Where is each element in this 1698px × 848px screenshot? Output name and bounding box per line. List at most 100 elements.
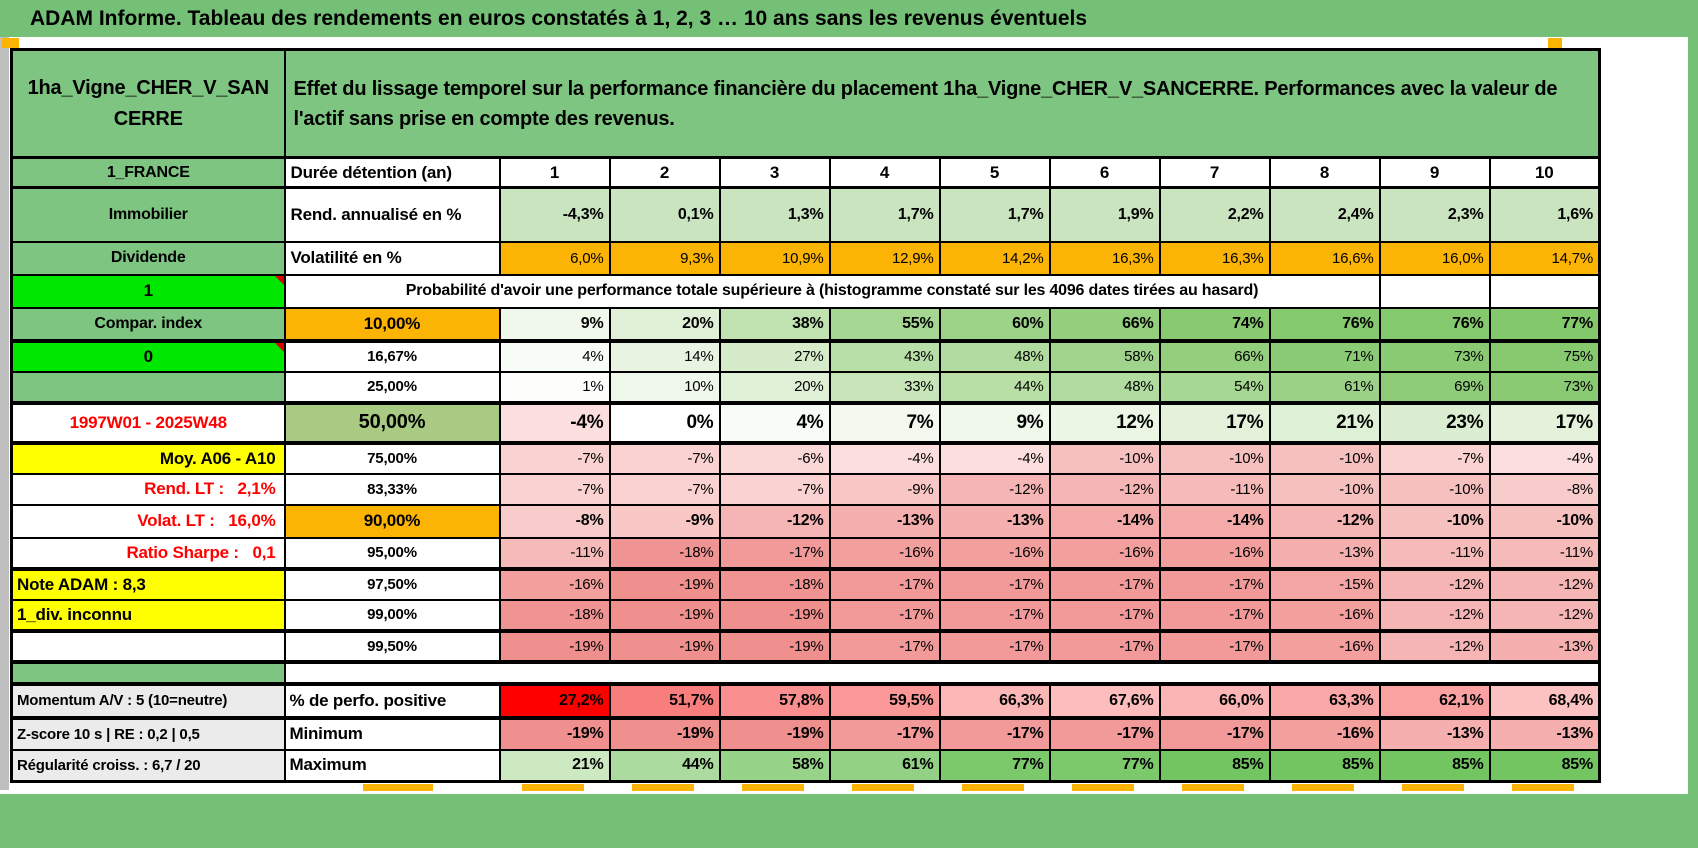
volatility-cell[interactable]: 16,0% — [1378, 240, 1491, 276]
empty-cell[interactable] — [1378, 273, 1491, 309]
probability-cell[interactable]: 43% — [828, 339, 941, 373]
probability-cell[interactable]: -16% — [1268, 598, 1381, 633]
maximum-cell[interactable]: 77% — [1048, 748, 1161, 783]
probability-cell[interactable]: -19% — [718, 629, 831, 664]
volatility-cell[interactable]: 16,3% — [1048, 240, 1161, 276]
probability-cell[interactable]: -12% — [1378, 629, 1491, 664]
flag-zero-cell[interactable]: 0 — [10, 339, 286, 373]
probability-cell[interactable]: -17% — [938, 598, 1051, 633]
compar-index-cell[interactable]: Compar. index — [10, 306, 286, 343]
annualized-return-cell[interactable]: 1,9% — [1048, 186, 1161, 243]
annualized-return-cell[interactable]: 2,3% — [1378, 186, 1491, 243]
zscore-cell[interactable]: Z-score 10 s | RE : 0,2 | 0,5 — [10, 716, 286, 751]
maximum-cell[interactable]: 85% — [1488, 748, 1601, 783]
positive-perf-cell[interactable]: 51,7% — [608, 681, 721, 720]
probability-cell[interactable]: -12% — [1488, 598, 1601, 633]
probability-cell[interactable]: -6% — [718, 441, 831, 475]
probability-cell[interactable]: -12% — [1488, 567, 1601, 601]
probability-cell[interactable]: 77% — [1488, 306, 1601, 343]
positive-perf-label-cell[interactable]: % de perfo. positive — [283, 681, 501, 720]
empty-white-cell[interactable] — [10, 629, 286, 664]
minimum-label-cell[interactable]: Minimum — [283, 716, 501, 751]
positive-perf-cell[interactable]: 66,0% — [1158, 681, 1271, 720]
probability-cell[interactable]: -11% — [1378, 536, 1491, 571]
volatility-cell[interactable]: 6,0% — [498, 240, 611, 276]
percentile-99-cell[interactable]: 99,00% — [283, 598, 501, 633]
positive-perf-cell[interactable]: 68,4% — [1488, 681, 1601, 720]
probability-cell[interactable]: -8% — [1488, 472, 1601, 506]
probability-cell[interactable]: -17% — [1048, 598, 1161, 633]
div-inconnu-cell[interactable]: 1_div. inconnu — [10, 598, 286, 633]
minimum-cell[interactable]: -13% — [1488, 716, 1601, 751]
duration-col-header-cell[interactable]: 8 — [1268, 156, 1381, 189]
volat-lt-cell[interactable]: Volat. LT : 16,0% — [10, 503, 286, 539]
probability-cell[interactable]: 23% — [1378, 401, 1491, 445]
probability-cell[interactable]: -10% — [1378, 472, 1491, 506]
probability-cell[interactable]: 9% — [938, 401, 1051, 445]
probability-cell[interactable]: -15% — [1268, 567, 1381, 601]
duration-label-cell[interactable]: Durée détention (an) — [283, 156, 501, 189]
probability-cell[interactable]: -16% — [828, 536, 941, 571]
probability-cell[interactable]: -17% — [1048, 567, 1161, 601]
probability-cell[interactable]: 1% — [498, 370, 611, 405]
maximum-cell[interactable]: 85% — [1268, 748, 1381, 783]
probability-cell[interactable]: -16% — [498, 567, 611, 601]
probability-cell[interactable]: -16% — [938, 536, 1051, 571]
annualized-return-cell[interactable]: 0,1% — [608, 186, 721, 243]
probability-cell[interactable]: -17% — [1158, 567, 1271, 601]
probability-cell[interactable]: -16% — [1048, 536, 1161, 571]
duration-col-header-cell[interactable]: 2 — [608, 156, 721, 189]
minimum-cell[interactable]: -19% — [718, 716, 831, 751]
probability-cell[interactable]: -13% — [1488, 629, 1601, 664]
probability-cell[interactable]: -7% — [608, 441, 721, 475]
probability-cell[interactable]: 17% — [1488, 401, 1601, 445]
minimum-cell[interactable]: -13% — [1378, 716, 1491, 751]
probability-cell[interactable]: -16% — [1158, 536, 1271, 571]
duration-col-header-cell[interactable]: 1 — [498, 156, 611, 189]
volatility-cell[interactable]: 10,9% — [718, 240, 831, 276]
probability-cell[interactable]: 20% — [718, 370, 831, 405]
duration-col-header-cell[interactable]: 10 — [1488, 156, 1601, 189]
minimum-cell[interactable]: -17% — [1158, 716, 1271, 751]
green-spacer-cell[interactable] — [10, 660, 286, 685]
duration-col-header-cell[interactable]: 3 — [718, 156, 831, 189]
probability-cell[interactable]: -19% — [608, 598, 721, 633]
annualized-return-cell[interactable]: 1,6% — [1488, 186, 1601, 243]
probability-cell[interactable]: 9% — [498, 306, 611, 343]
probability-cell[interactable]: -17% — [938, 629, 1051, 664]
moy-a06-a10-cell[interactable]: Moy. A06 - A10 — [10, 441, 286, 475]
probability-cell[interactable]: 71% — [1268, 339, 1381, 373]
probability-cell[interactable]: 12% — [1048, 401, 1161, 445]
probability-cell[interactable]: 10% — [608, 370, 721, 405]
probability-cell[interactable]: -8% — [498, 503, 611, 539]
positive-perf-cell[interactable]: 27,2% — [498, 681, 611, 720]
probability-cell[interactable]: -10% — [1268, 441, 1381, 475]
probability-cell[interactable]: 7% — [828, 401, 941, 445]
probability-cell[interactable]: 66% — [1158, 339, 1271, 373]
volatility-cell[interactable]: 14,2% — [938, 240, 1051, 276]
duration-col-header-cell[interactable]: 7 — [1158, 156, 1271, 189]
probability-cell[interactable]: -11% — [498, 536, 611, 571]
volatility-cell[interactable]: 14,7% — [1488, 240, 1601, 276]
probability-cell[interactable]: -12% — [1268, 503, 1381, 539]
probability-cell[interactable]: -7% — [718, 472, 831, 506]
positive-perf-cell[interactable]: 67,6% — [1048, 681, 1161, 720]
probability-cell[interactable]: -13% — [938, 503, 1051, 539]
probability-cell[interactable]: 58% — [1048, 339, 1161, 373]
probability-cell[interactable]: 14% — [608, 339, 721, 373]
maximum-cell[interactable]: 58% — [718, 748, 831, 783]
probability-cell[interactable]: 69% — [1378, 370, 1491, 405]
probability-cell[interactable]: -13% — [828, 503, 941, 539]
asset-name-cell[interactable]: 1ha_Vigne_CHER_V_SANCERRE — [10, 48, 286, 159]
probability-cell[interactable]: -18% — [718, 567, 831, 601]
probability-cell[interactable]: -17% — [828, 567, 941, 601]
percentile-16-cell[interactable]: 16,67% — [283, 339, 501, 373]
percentile-75-cell[interactable]: 75,00% — [283, 441, 501, 475]
probability-cell[interactable]: -17% — [828, 629, 941, 664]
percentile-50-cell[interactable]: 50,00% — [283, 401, 501, 445]
percentile-83-cell[interactable]: 83,33% — [283, 472, 501, 506]
rend-lt-cell[interactable]: Rend. LT : 2,1% — [10, 472, 286, 506]
probability-cell[interactable]: -7% — [1378, 441, 1491, 475]
probability-cell[interactable]: -4% — [498, 401, 611, 445]
probability-cell[interactable]: -19% — [718, 598, 831, 633]
